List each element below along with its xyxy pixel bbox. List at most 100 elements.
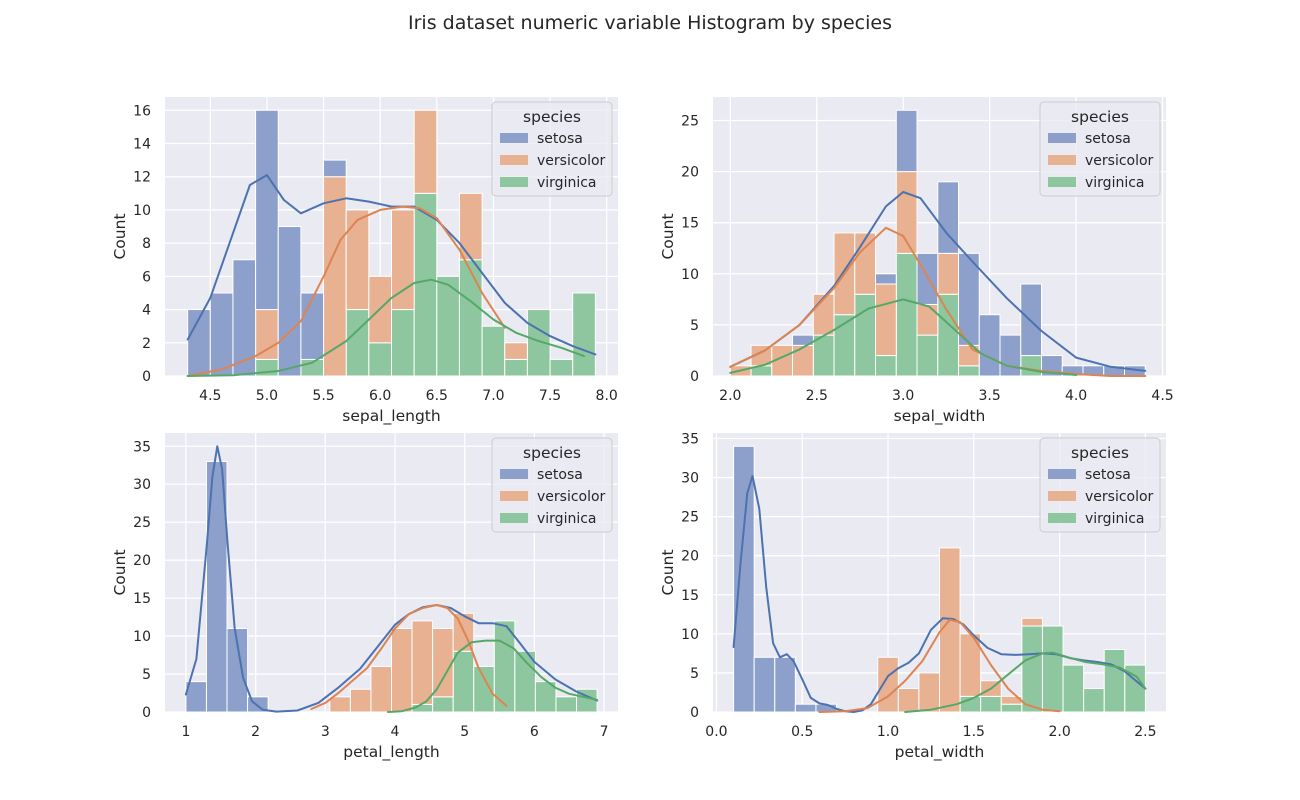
bar-versicolor xyxy=(370,665,392,713)
bar-versicolor xyxy=(345,209,370,311)
legend-title: species xyxy=(523,108,581,126)
figure-title: Iris dataset numeric variable Histogram … xyxy=(408,12,892,34)
legend-label-versicolor: versicolor xyxy=(1085,489,1154,505)
y-tick-label: 10 xyxy=(133,203,151,219)
x-tick-label: 7.0 xyxy=(482,388,504,404)
y-tick-label: 2 xyxy=(142,336,151,352)
legend-label-virginica: virginica xyxy=(537,175,597,191)
x-axis-label: petal_width xyxy=(895,743,985,762)
bar-virginica xyxy=(916,334,939,377)
x-tick-label: 2.0 xyxy=(719,388,741,404)
subplot-petal_length: 1 2 3 4 5 6 7 0 5 10 15 20 25 30 35 petal_length Count sp… xyxy=(111,433,618,762)
y-tick-label: 15 xyxy=(681,588,699,604)
bar-virginica xyxy=(1062,664,1085,713)
bar-virginica xyxy=(345,309,370,377)
y-tick-label: 25 xyxy=(681,510,699,526)
bar-versicolor xyxy=(323,176,347,377)
bar-versicolor xyxy=(937,252,960,295)
x-tick-label: 2.5 xyxy=(806,388,828,404)
bar-virginica xyxy=(895,252,918,377)
bar-versicolor xyxy=(897,688,920,713)
bar-virginica xyxy=(875,355,897,377)
bar-setosa xyxy=(209,292,234,377)
x-tick-label: 6.0 xyxy=(369,388,391,404)
legend-title: species xyxy=(1071,444,1129,462)
bar-versicolor xyxy=(413,109,438,194)
y-tick-label: 10 xyxy=(133,629,151,645)
bar-virginica xyxy=(555,696,578,713)
legend-box xyxy=(1039,437,1161,533)
x-tick-label: 1.0 xyxy=(877,724,899,740)
bar-setosa xyxy=(937,181,960,254)
x-axis-label: sepal_width xyxy=(894,407,986,426)
y-tick-label: 5 xyxy=(142,667,151,683)
bar-versicolor xyxy=(916,303,939,336)
legend-title: species xyxy=(1071,108,1129,126)
y-tick-label: 15 xyxy=(681,216,699,232)
bar-virginica xyxy=(481,325,506,377)
subplot-sepal_width: 2.0 2.5 3.0 3.5 4.0 4.5 0 5 10 15 20 25 sepal_width C… xyxy=(659,97,1174,426)
bar-versicolor xyxy=(329,696,351,713)
bar-setosa xyxy=(999,334,1022,377)
x-tick-label: 5.0 xyxy=(256,388,278,404)
bar-versicolor xyxy=(391,209,415,311)
bar-virginica xyxy=(572,292,596,377)
x-axis-label: sepal_length xyxy=(342,407,440,426)
kde-line-virginica xyxy=(904,651,1147,713)
y-tick-label: 20 xyxy=(133,553,151,569)
legend-label-setosa: setosa xyxy=(1085,467,1131,483)
bar-versicolor xyxy=(432,627,454,698)
y-tick-label: 30 xyxy=(681,471,699,487)
y-tick-label: 25 xyxy=(133,515,151,531)
bar-setosa xyxy=(916,252,939,305)
bar-versicolor xyxy=(854,232,877,295)
y-tick-label: 0 xyxy=(142,369,151,385)
bar-virginica xyxy=(432,696,454,713)
bar-setosa xyxy=(232,259,257,377)
legend-box xyxy=(491,101,613,197)
kde-line-virginica xyxy=(186,278,585,377)
kde-line-setosa xyxy=(186,174,597,356)
bar-setosa xyxy=(733,445,755,713)
y-tick-label: 20 xyxy=(681,165,699,181)
bar-virginica xyxy=(980,695,1002,713)
x-tick-label: 2 xyxy=(251,724,260,740)
bar-versicolor xyxy=(1021,617,1043,627)
bar-virginica xyxy=(1000,703,1023,713)
kde-line-versicolor xyxy=(818,618,1061,713)
legend-swatch-setosa xyxy=(500,133,528,143)
y-tick-label: 8 xyxy=(142,236,151,252)
bar-versicolor xyxy=(391,627,413,713)
legend: species setosa versicolor virginica xyxy=(491,101,613,197)
x-tick-label: 4 xyxy=(391,724,400,740)
bar-virginica xyxy=(504,358,528,377)
x-tick-label: 1.5 xyxy=(963,724,985,740)
x-tick-label: 1 xyxy=(181,724,190,740)
y-tick-label: 0 xyxy=(690,369,699,385)
y-tick-label: 0 xyxy=(690,705,699,721)
bar-versicolor xyxy=(504,342,528,360)
x-tick-label: 6.5 xyxy=(426,388,448,404)
bar-virginica xyxy=(937,293,960,377)
x-tick-label: 4.5 xyxy=(199,388,221,404)
legend-swatch-versicolor xyxy=(1048,155,1076,165)
bar-setosa xyxy=(978,314,1001,377)
legend-label-setosa: setosa xyxy=(1085,131,1131,147)
bar-setosa xyxy=(792,334,814,346)
y-tick-label: 30 xyxy=(133,477,151,493)
legend-swatch-virginica xyxy=(1048,513,1076,523)
x-tick-label: 4.5 xyxy=(1151,388,1173,404)
x-tick-label: 3.0 xyxy=(892,388,914,404)
legend-label-versicolor: versicolor xyxy=(537,489,606,505)
kde-line-virginica xyxy=(387,639,599,713)
bar-setosa xyxy=(753,656,776,713)
bar-versicolor xyxy=(255,309,279,360)
y-axis-label: Count xyxy=(659,549,677,595)
bar-virginica xyxy=(1020,355,1043,377)
x-tick-label: 6 xyxy=(530,724,539,740)
kde-line-versicolor xyxy=(186,205,506,377)
legend-label-versicolor: versicolor xyxy=(1085,153,1154,169)
legend-label-versicolor: versicolor xyxy=(537,153,606,169)
y-tick-label: 10 xyxy=(681,267,699,283)
y-tick-label: 20 xyxy=(681,549,699,565)
